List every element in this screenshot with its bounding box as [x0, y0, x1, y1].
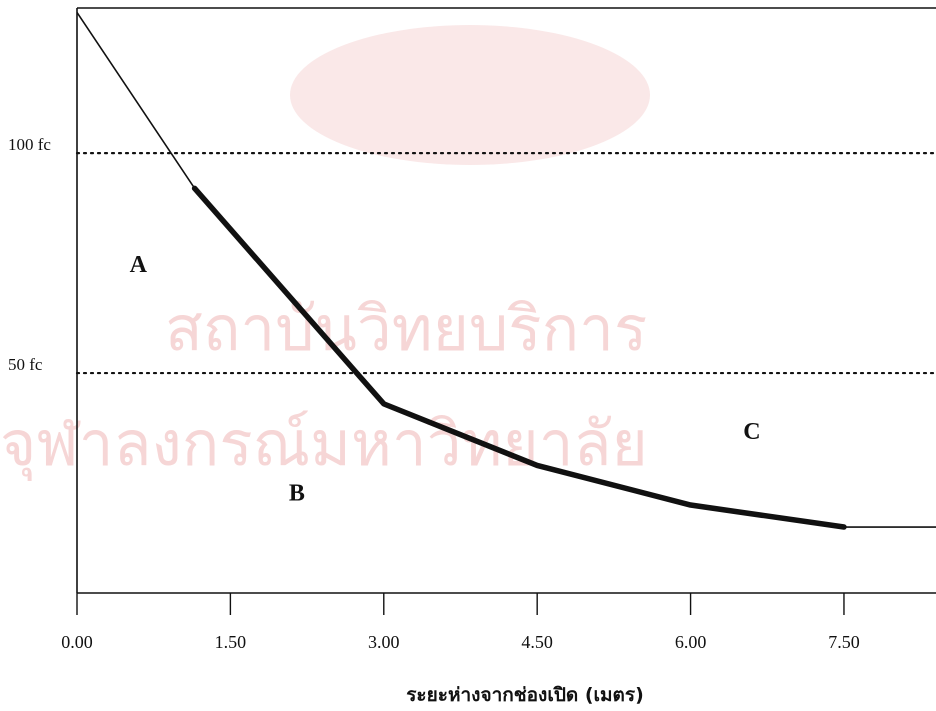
x-tick-label: 6.00: [675, 632, 707, 652]
x-tick-label: 7.50: [828, 632, 860, 652]
reference-line-label: 100 fc: [8, 135, 51, 154]
x-tick-label: 4.50: [521, 632, 553, 652]
region-label: A: [130, 252, 148, 278]
x-axis-title: ระยะห่างจากช่องเปิด (เมตร): [406, 684, 644, 706]
region-label: B: [289, 481, 305, 507]
watermark-seal: [290, 25, 650, 165]
x-tick-label: 1.50: [215, 632, 247, 652]
region-label: C: [743, 419, 760, 445]
watermark-line-1: สถาบันวิทยบริการ: [165, 292, 647, 365]
x-tick-label: 3.00: [368, 632, 400, 652]
plot-area: 0.00 1.50 3.00 4.50 6.00 7.50 100 fc 50 fc A B C: [8, 7, 936, 652]
watermark: สถาบันวิทยบริการ จุฬาลงกรณ์มหาวิทยาลัย: [0, 25, 650, 481]
x-tick-label: 0.00: [61, 632, 93, 652]
reference-line-label: 50 fc: [8, 355, 43, 374]
